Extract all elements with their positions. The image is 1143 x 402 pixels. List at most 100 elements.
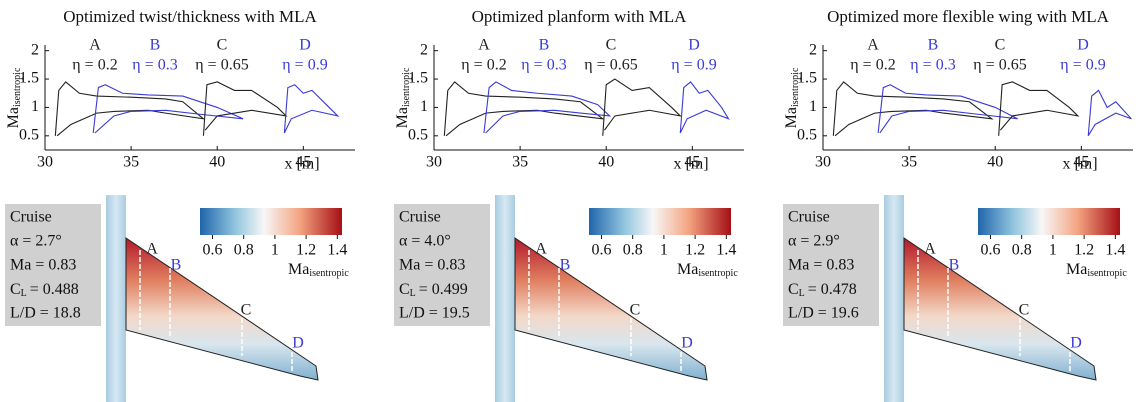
y-axis-label-sub: isentropic <box>401 67 412 107</box>
colorbar-tick-label: 1 <box>271 242 279 259</box>
section-eta: η = 0.9 <box>1060 57 1105 74</box>
y-axis-label-sub: isentropic <box>790 67 801 107</box>
y-tick-label: 1 <box>809 98 817 115</box>
wing-surface <box>126 238 318 380</box>
x-tick-label: 35 <box>901 154 917 171</box>
colorbar-tick-label: 0.6 <box>591 242 611 259</box>
figure: Optimized twist/thickness with MLA 30 35 40… <box>0 0 1143 402</box>
colorbar-tick-label: 1.2 <box>1074 242 1094 259</box>
y-tick-label: 2 <box>31 41 39 58</box>
colorbar-tick-label: 0.8 <box>623 242 643 259</box>
section-curve <box>484 82 610 133</box>
cl-symbol: C <box>10 281 21 298</box>
y-tick-label: 1 <box>31 98 39 115</box>
info-line: Cruise <box>788 209 830 226</box>
info-line: Ma = 0.83 <box>10 257 76 274</box>
section-eta: η = 0.3 <box>132 57 177 74</box>
section-curve <box>284 85 337 133</box>
colorbar-label: Maisentropic <box>1066 261 1127 280</box>
wing-section-label: D <box>292 335 304 352</box>
x-tick-label: 40 <box>598 154 614 171</box>
cl-sub: L <box>410 288 416 299</box>
section-eta: η = 0.9 <box>282 57 327 74</box>
section-name: A <box>867 37 879 54</box>
cl-value: = 0.478 <box>808 281 857 298</box>
fuselage <box>495 195 515 402</box>
x-axis-label: x [m] <box>284 156 319 173</box>
y-tick-label: 0.5 <box>797 126 817 143</box>
x-tick-label: 40 <box>209 154 225 171</box>
x-axis-label: x [m] <box>1062 156 1097 173</box>
section-eta: η = 0.2 <box>72 57 117 74</box>
y-tick-label: 0.5 <box>408 126 428 143</box>
y-tick-label: 2 <box>809 41 817 58</box>
info-line: α = 2.7° <box>10 233 62 250</box>
section-eta: η = 0.2 <box>461 57 506 74</box>
colorbar <box>200 208 342 235</box>
info-line: α = 2.9° <box>788 233 840 250</box>
colorbar-label-main: Ma <box>677 261 698 278</box>
section-curve <box>203 82 286 136</box>
section-curve <box>999 82 1078 136</box>
section-name: D <box>1077 37 1089 54</box>
y-axis-label: Maisentropic <box>5 67 24 128</box>
colorbar-label-sub: isentropic <box>698 268 738 279</box>
colorbar-tick-label: 1.2 <box>685 242 705 259</box>
info-line: Ma = 0.83 <box>788 257 854 274</box>
section-curve <box>680 82 728 133</box>
wing-section-label: B <box>949 257 960 274</box>
wing-section-label: C <box>1019 302 1030 319</box>
section-name: B <box>928 37 939 54</box>
x-tick-label: 35 <box>123 154 139 171</box>
cl-sub: L <box>799 288 805 299</box>
section-eta: η = 0.2 <box>850 57 895 74</box>
section-curve <box>444 82 602 136</box>
chart-title: Optimized more flexible wing with MLA <box>827 7 1110 26</box>
section-name: D <box>299 37 311 54</box>
colorbar-tick-label: 0.8 <box>234 242 254 259</box>
cl-sub: L <box>21 288 27 299</box>
colorbar-label: Maisentropic <box>288 261 349 280</box>
y-axis-label-sub: isentropic <box>12 67 23 107</box>
section-curve <box>603 79 681 136</box>
section-name: B <box>150 37 161 54</box>
colorbar <box>589 208 731 235</box>
chart-title: Optimized twist/thickness with MLA <box>63 7 317 26</box>
section-curve <box>93 85 243 133</box>
y-tick-label: 1 <box>420 98 428 115</box>
wing-section-label: C <box>241 302 252 319</box>
info-line: Ma = 0.83 <box>399 257 465 274</box>
cl-value: = 0.488 <box>30 281 79 298</box>
info-ld: L/D = 18.8 <box>10 305 81 322</box>
wing-section-label: A <box>146 241 158 258</box>
y-axis-label-main: Ma <box>394 107 411 128</box>
y-axis-label: Maisentropic <box>394 67 413 128</box>
wing-section-label: B <box>560 257 571 274</box>
section-curve <box>878 85 1018 133</box>
wing-surface <box>904 238 1096 380</box>
x-tick-label: 40 <box>987 154 1003 171</box>
section-name: C <box>606 37 617 54</box>
colorbar-tick-label: 1.4 <box>1105 242 1125 259</box>
colorbar-tick-label: 1.4 <box>327 242 347 259</box>
wing-section-label: C <box>630 302 641 319</box>
section-eta: η = 0.65 <box>973 57 1026 74</box>
x-tick-label: 35 <box>512 154 528 171</box>
info-line: α = 4.0° <box>399 233 451 250</box>
wing-section-label: A <box>924 241 936 258</box>
x-tick-label: 30 <box>37 154 53 171</box>
info-cl: CL= 0.478 <box>788 281 857 300</box>
section-name: D <box>688 37 700 54</box>
chart-title: Optimized planform with MLA <box>472 7 688 26</box>
section-curve <box>833 82 991 136</box>
info-ld: L/D = 19.6 <box>788 305 859 322</box>
y-axis-label: Maisentropic <box>783 67 802 128</box>
info-cl: CL= 0.488 <box>10 281 79 300</box>
cl-symbol: C <box>399 281 410 298</box>
section-eta: η = 0.3 <box>521 57 566 74</box>
colorbar-label-main: Ma <box>1066 261 1087 278</box>
info-line: Cruise <box>399 209 441 226</box>
colorbar-tick-label: 0.8 <box>1012 242 1032 259</box>
